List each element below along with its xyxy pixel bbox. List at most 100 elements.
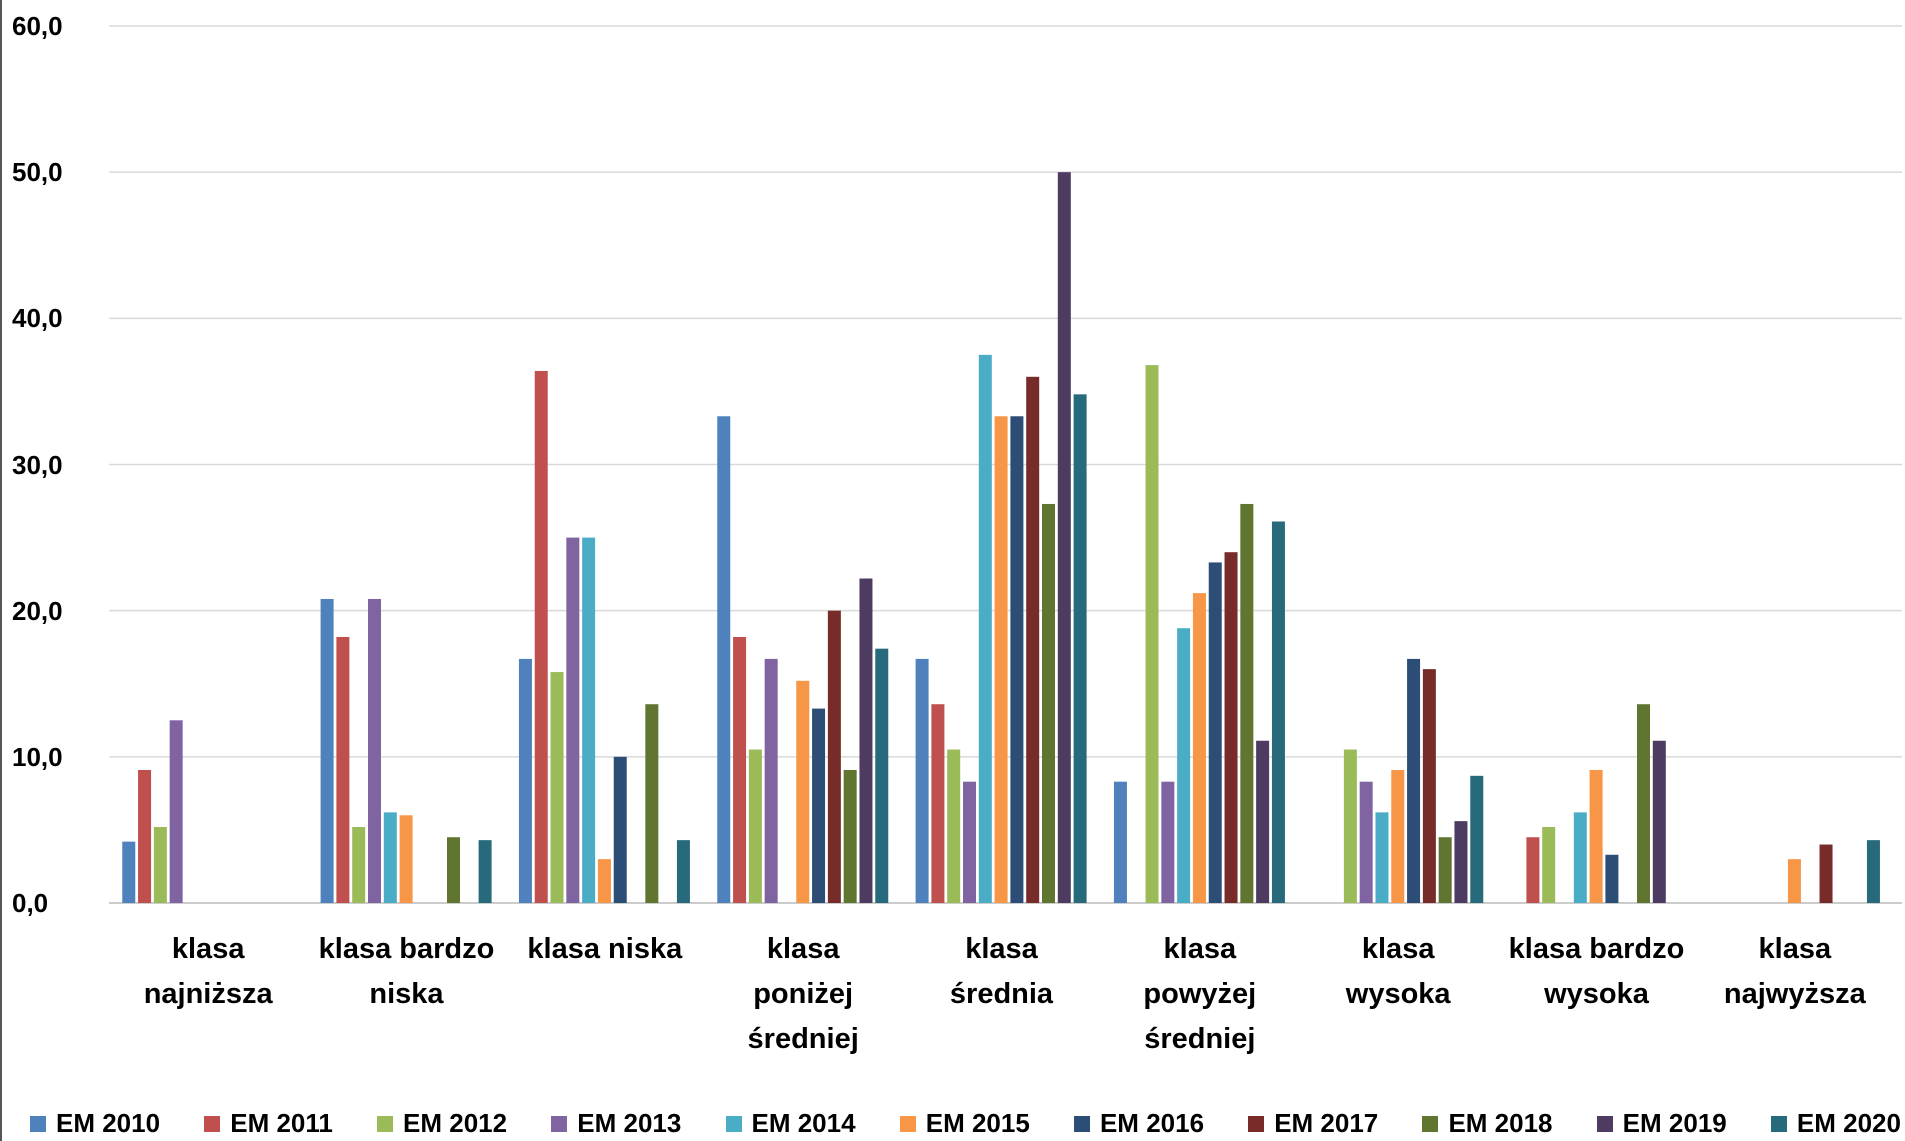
- bar: [875, 648, 889, 903]
- legend-item: EM 2018: [1422, 1108, 1553, 1139]
- x-tick-label: klasa bardzo wysoka: [1508, 933, 1685, 1010]
- bar: [383, 812, 397, 903]
- bar: [1042, 503, 1055, 903]
- legend-swatch: [1770, 1115, 1787, 1132]
- x-tick-label: klasa najwyższa: [1723, 933, 1866, 1010]
- x-tick-label: klasa średnia: [949, 933, 1054, 1010]
- bar: [978, 354, 992, 903]
- bar: [534, 370, 548, 903]
- bar: [352, 826, 366, 903]
- legend-swatch: [1248, 1115, 1265, 1132]
- bar: [645, 704, 659, 903]
- y-tick-label: 0,0: [12, 888, 49, 918]
- bar: [1145, 365, 1159, 903]
- legend: EM 2010 EM 2011 EM 2012 EM 2013 EM 2014 EM 20…: [30, 1108, 1901, 1139]
- bar: [1359, 781, 1373, 903]
- legend-swatch: [1073, 1115, 1090, 1132]
- bar: [518, 658, 532, 903]
- bar: [827, 610, 841, 903]
- bar: [1391, 769, 1405, 903]
- legend-item: EM 2017: [1248, 1108, 1378, 1139]
- bar: [1542, 826, 1556, 903]
- legend-label: EM 2014: [751, 1108, 856, 1138]
- legend-item: EM 2019: [1596, 1108, 1727, 1139]
- legend-item: EM 2014: [725, 1108, 856, 1139]
- bar: [1375, 812, 1389, 903]
- bar: [931, 704, 945, 903]
- legend-swatch: [204, 1115, 221, 1132]
- bar: [1819, 844, 1833, 903]
- bar: [1010, 416, 1024, 903]
- bar: [1177, 628, 1191, 903]
- bar: [1438, 837, 1452, 903]
- bar: [122, 841, 136, 903]
- bar: [1161, 781, 1175, 903]
- bar: [796, 680, 810, 903]
- legend-swatch: [725, 1115, 742, 1132]
- bar: [843, 769, 857, 903]
- bar: [1866, 840, 1880, 903]
- legend-label: EM 2018: [1448, 1108, 1553, 1138]
- legend-label: EM 2019: [1622, 1108, 1727, 1138]
- legend-swatch: [1596, 1115, 1613, 1132]
- x-tick-label: klasa wysoka: [1345, 933, 1451, 1010]
- bar: [812, 708, 826, 903]
- bar: [1224, 552, 1238, 903]
- legend-label: EM 2015: [925, 1108, 1030, 1138]
- bar: [676, 840, 690, 903]
- y-tick-label: 50,0: [12, 157, 63, 188]
- legend-label: EM 2011: [230, 1108, 333, 1138]
- bar: [597, 859, 611, 903]
- bar: [138, 769, 152, 903]
- bar: [1652, 740, 1666, 903]
- legend-swatch: [377, 1115, 394, 1132]
- bar: [915, 658, 929, 903]
- y-tick-label: 20,0: [12, 595, 63, 626]
- x-tick-label: klasa bardzo niska: [318, 933, 495, 1010]
- legend-item: EM 2012: [377, 1108, 507, 1139]
- bar: [1240, 503, 1254, 903]
- legend-item: EM 2016: [1073, 1108, 1205, 1139]
- bar: [447, 837, 460, 903]
- bar: [947, 749, 961, 903]
- legend-swatch: [30, 1115, 46, 1132]
- legend-item: EM 2020: [1770, 1108, 1901, 1139]
- bar: [1573, 812, 1587, 903]
- x-tick-label: klasa poniżej średniej: [747, 933, 859, 1055]
- legend-item: EM 2010: [30, 1108, 160, 1139]
- bar: [963, 781, 976, 903]
- x-tick-label: klasa niska: [527, 933, 683, 965]
- legend-item: EM 2015: [899, 1108, 1030, 1139]
- y-tick-label: 60,0: [12, 11, 63, 41]
- bar: [368, 598, 381, 903]
- bar: [1605, 854, 1619, 903]
- bar: [717, 416, 731, 903]
- bar: [1637, 704, 1650, 903]
- bar: [1057, 172, 1071, 903]
- bar: [550, 672, 564, 903]
- bar: [1454, 821, 1468, 903]
- y-tick-label: 40,0: [12, 303, 63, 334]
- bar: [399, 815, 413, 903]
- x-tick-label: klasa najniższa: [143, 933, 273, 1010]
- bar: [566, 537, 580, 903]
- legend-label: EM 2016: [1099, 1108, 1205, 1138]
- legend-label: EM 2013: [577, 1108, 682, 1138]
- bar: [733, 636, 747, 903]
- y-tick-label: 30,0: [12, 449, 63, 480]
- legend-swatch: [551, 1115, 568, 1132]
- bar: [764, 658, 778, 903]
- legend-item: EM 2011: [204, 1108, 333, 1139]
- legend-label: EM 2017: [1274, 1108, 1379, 1138]
- bar: [582, 537, 596, 903]
- bar: [1589, 769, 1603, 903]
- bar: [1256, 740, 1270, 903]
- bar: [1271, 521, 1285, 903]
- bar: [1192, 593, 1206, 903]
- bar: [336, 636, 350, 903]
- bar: [1407, 658, 1421, 903]
- legend-item: EM 2013: [551, 1108, 681, 1139]
- bar: [613, 756, 627, 903]
